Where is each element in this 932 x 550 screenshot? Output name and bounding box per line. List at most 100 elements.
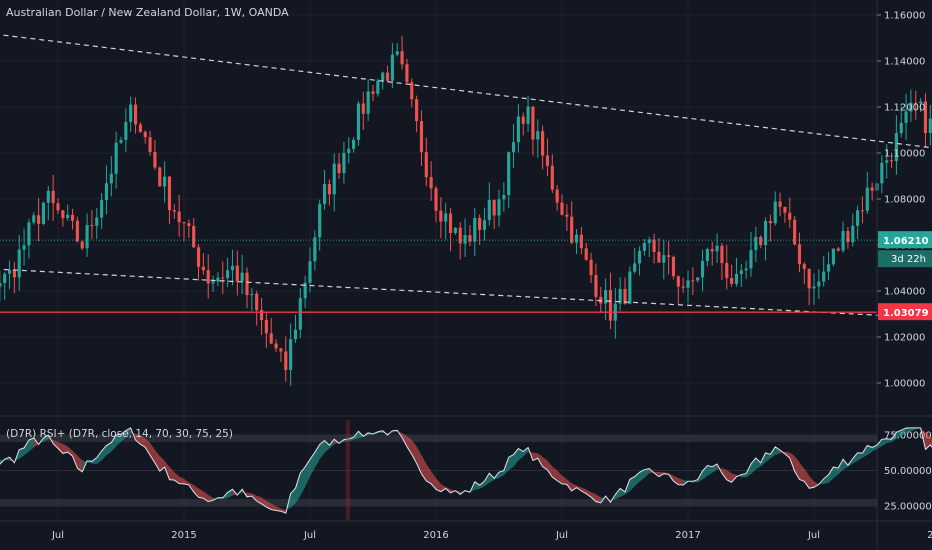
candle-body bbox=[327, 184, 331, 195]
rsi-tick-label: 50.00000 bbox=[884, 466, 932, 477]
rsi-ribbon bbox=[67, 446, 73, 457]
candle-body bbox=[250, 293, 254, 296]
rsi-upper-band bbox=[0, 435, 877, 443]
candle-body bbox=[376, 80, 380, 94]
candle-body bbox=[802, 264, 806, 269]
rsi-ribbon bbox=[193, 484, 199, 498]
rsi-ribbon bbox=[499, 470, 504, 478]
rsi-ribbon bbox=[809, 475, 814, 489]
candle-body bbox=[27, 222, 31, 246]
x-tick-label: Jul bbox=[555, 530, 568, 541]
candle-body bbox=[807, 268, 811, 289]
candle-body bbox=[768, 220, 772, 224]
candle-body bbox=[797, 244, 802, 265]
candle-body bbox=[129, 104, 133, 122]
rsi-ribbon bbox=[406, 436, 412, 455]
candle-body bbox=[623, 288, 627, 304]
rsi-ribbon bbox=[261, 497, 267, 508]
candle-body bbox=[424, 152, 428, 178]
candle-body bbox=[172, 210, 176, 212]
candle-body bbox=[264, 320, 268, 334]
rsi-ribbon bbox=[586, 489, 592, 498]
candle-body bbox=[22, 245, 26, 250]
candle-body bbox=[259, 310, 264, 321]
candle-body bbox=[662, 255, 666, 263]
candle-body bbox=[715, 245, 719, 252]
candle-body bbox=[604, 290, 608, 304]
rsi-ribbon bbox=[43, 434, 49, 442]
rsi-ribbon bbox=[135, 433, 141, 445]
candle-body bbox=[448, 213, 453, 233]
support-price-tag bbox=[878, 303, 932, 321]
rsi-ribbon bbox=[751, 458, 756, 475]
candle-body bbox=[507, 152, 511, 196]
rsi-ribbon bbox=[629, 476, 635, 492]
candle-body bbox=[347, 148, 351, 153]
candle-body bbox=[221, 277, 225, 279]
candle-body bbox=[773, 201, 777, 224]
candle-body bbox=[410, 82, 414, 100]
candle-body bbox=[163, 176, 167, 187]
rsi-ribbon bbox=[925, 432, 931, 450]
candle-body bbox=[696, 277, 700, 281]
candle-body bbox=[671, 256, 676, 277]
candle-body bbox=[516, 116, 520, 143]
rsi-ribbon bbox=[799, 462, 805, 482]
rsi-ribbon bbox=[387, 430, 393, 436]
rsi-ribbon bbox=[28, 437, 34, 452]
candle-body bbox=[187, 223, 191, 226]
rsi-ribbon bbox=[906, 427, 911, 434]
candle-body bbox=[308, 261, 312, 283]
candle-body bbox=[245, 272, 249, 296]
candle-body bbox=[400, 51, 404, 65]
candle-body bbox=[240, 272, 244, 282]
candle-body bbox=[652, 239, 656, 252]
y-tick-label: 1.04000 bbox=[884, 287, 925, 298]
candle-body bbox=[478, 217, 482, 230]
candle-body bbox=[730, 278, 734, 284]
rsi-ribbon bbox=[867, 445, 873, 456]
rsi-ribbon bbox=[145, 437, 151, 456]
candle-body bbox=[366, 91, 370, 114]
candle-body bbox=[405, 64, 409, 83]
support-price-label: 1.03079 bbox=[883, 308, 929, 319]
candle-body bbox=[637, 250, 642, 264]
rsi-ribbon bbox=[416, 446, 422, 474]
y-tick-label: 1.10000 bbox=[884, 149, 925, 160]
rsi-ribbon bbox=[566, 479, 572, 491]
rsi-ribbon bbox=[159, 456, 165, 472]
rsi-ribbon bbox=[537, 453, 543, 467]
candle-body bbox=[100, 200, 104, 218]
candle-body bbox=[332, 163, 336, 195]
candle-body bbox=[851, 225, 855, 243]
candle-body bbox=[371, 91, 375, 94]
rsi-ribbon bbox=[557, 470, 562, 484]
candle-body bbox=[124, 121, 128, 140]
candle-body bbox=[85, 225, 89, 249]
rsi-ribbon bbox=[852, 452, 858, 464]
rsi-ribbon bbox=[440, 483, 446, 492]
candle-body bbox=[289, 339, 293, 370]
rsi-tick-label: 25.00000 bbox=[884, 502, 932, 513]
candle-body bbox=[856, 210, 860, 226]
candle-body bbox=[385, 72, 390, 81]
candle-body bbox=[831, 248, 835, 265]
candle-body bbox=[536, 131, 540, 140]
candle-body bbox=[104, 183, 109, 201]
rsi-ribbon bbox=[775, 446, 781, 455]
rsi-ribbon bbox=[547, 460, 553, 478]
rsi-ribbon bbox=[881, 438, 887, 447]
candle-body bbox=[720, 245, 724, 264]
rsi-ribbon bbox=[595, 494, 601, 503]
candle-body bbox=[66, 214, 70, 219]
candle-body bbox=[395, 51, 399, 55]
rsi-ribbon bbox=[154, 449, 160, 472]
candle-body bbox=[904, 111, 908, 123]
candle-body bbox=[196, 247, 201, 267]
rsi-ribbon bbox=[314, 444, 320, 468]
rsi-ribbon bbox=[319, 440, 325, 460]
rsi-ribbon bbox=[280, 508, 286, 514]
rsi-ribbon bbox=[639, 469, 645, 482]
